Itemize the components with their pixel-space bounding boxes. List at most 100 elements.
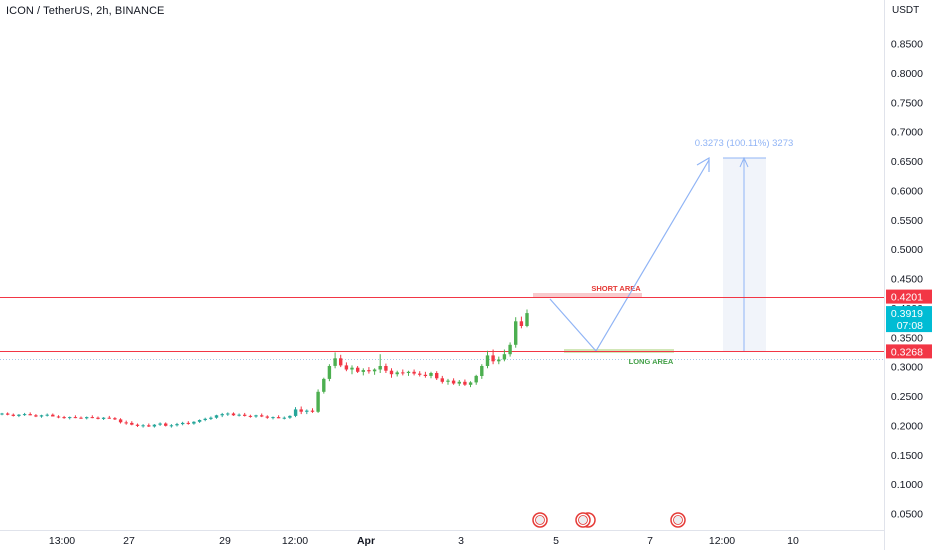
candle[interactable] [68, 416, 72, 420]
candle[interactable] [457, 380, 461, 386]
candle[interactable] [169, 424, 174, 428]
candle[interactable] [17, 414, 21, 418]
candle[interactable] [181, 421, 185, 426]
candle[interactable] [305, 409, 309, 415]
candle[interactable] [113, 417, 117, 420]
candle[interactable] [327, 364, 332, 382]
candle[interactable] [406, 370, 411, 376]
candle[interactable] [96, 416, 100, 420]
candle[interactable] [141, 424, 145, 428]
candle[interactable] [85, 416, 89, 420]
candle[interactable] [519, 316, 524, 329]
y-axis-ticks[interactable]: 0.8500 0.8000 0.7500 0.7000 0.6500 0.6000 0.55… [891, 39, 923, 521]
candle[interactable] [322, 377, 326, 394]
candle[interactable] [384, 363, 388, 373]
candle[interactable] [514, 317, 518, 348]
candle[interactable] [401, 369, 405, 376]
candle[interactable] [118, 418, 123, 424]
candle[interactable] [22, 412, 27, 416]
candle[interactable] [502, 349, 507, 362]
candle[interactable] [344, 362, 349, 372]
candle[interactable] [333, 352, 337, 369]
candle[interactable] [197, 419, 202, 423]
candle[interactable] [463, 379, 467, 386]
candle[interactable] [293, 407, 298, 418]
x-axis-ticks[interactable]: 13:00 27 29 12:00 Apr 3 5 7 12:00 10 [49, 535, 799, 547]
candle[interactable] [231, 412, 236, 416]
candle[interactable] [451, 378, 456, 385]
candle[interactable] [124, 420, 128, 425]
candle[interactable] [497, 356, 501, 365]
candle[interactable] [175, 422, 179, 427]
candle[interactable] [158, 422, 162, 426]
candle[interactable] [265, 415, 269, 419]
candle[interactable] [130, 421, 134, 426]
symbol-title[interactable]: ICON / TetherUS, 2h, BINANCE [6, 5, 165, 17]
candle[interactable] [62, 415, 66, 419]
candle[interactable] [214, 414, 219, 419]
candle[interactable] [468, 381, 473, 388]
candle[interactable] [372, 368, 377, 375]
candle[interactable] [339, 354, 343, 368]
candle[interactable] [243, 412, 247, 417]
candle[interactable] [51, 413, 55, 417]
candle[interactable] [192, 421, 196, 425]
candle[interactable] [316, 389, 320, 413]
candle[interactable] [491, 349, 495, 365]
candle[interactable] [282, 416, 286, 420]
candle[interactable] [525, 309, 529, 328]
candle[interactable] [260, 413, 264, 418]
candle[interactable] [39, 414, 44, 418]
candle[interactable] [395, 370, 399, 377]
candle[interactable] [435, 371, 439, 380]
candle[interactable] [209, 416, 213, 421]
candle[interactable] [299, 406, 303, 415]
candle[interactable] [429, 371, 433, 379]
candle[interactable] [45, 413, 49, 417]
candle[interactable] [485, 350, 490, 369]
candle[interactable] [90, 415, 94, 419]
candle[interactable] [367, 367, 371, 374]
candle[interactable] [0, 412, 4, 416]
candle[interactable] [254, 414, 258, 418]
candle[interactable] [378, 354, 382, 373]
short-area-zone[interactable] [533, 293, 642, 298]
candle[interactable] [79, 416, 83, 419]
candle[interactable] [423, 371, 428, 378]
us-flag-icon[interactable] [670, 512, 686, 528]
candle[interactable] [152, 424, 157, 428]
candle[interactable] [356, 366, 360, 373]
candle[interactable] [164, 422, 168, 427]
candle[interactable] [73, 415, 78, 419]
candle[interactable] [56, 415, 61, 419]
candle[interactable] [350, 365, 354, 375]
candle[interactable] [446, 378, 450, 385]
candle[interactable] [226, 412, 230, 416]
candle[interactable] [440, 375, 444, 384]
us-flag-icon[interactable] [532, 512, 548, 528]
candle[interactable] [34, 414, 38, 418]
candle[interactable] [288, 415, 292, 419]
candle[interactable] [310, 408, 315, 413]
candle[interactable] [237, 413, 241, 417]
candle[interactable] [248, 414, 253, 418]
candle[interactable] [389, 368, 394, 378]
candle[interactable] [480, 364, 484, 379]
horizontal-levels[interactable] [0, 297, 884, 352]
candle[interactable] [361, 368, 365, 376]
candle[interactable] [418, 371, 422, 377]
candle[interactable] [147, 423, 151, 428]
candle[interactable] [203, 417, 207, 422]
candle[interactable] [276, 415, 281, 419]
candle[interactable] [11, 413, 15, 417]
candles[interactable] [0, 309, 529, 428]
us-flag-icon[interactable] [575, 512, 596, 528]
candle[interactable] [28, 412, 32, 416]
candle[interactable] [101, 417, 106, 420]
candle[interactable] [135, 423, 140, 428]
candle[interactable] [412, 369, 416, 376]
candle[interactable] [474, 374, 478, 385]
candle[interactable] [107, 415, 111, 419]
candle[interactable] [186, 421, 190, 425]
